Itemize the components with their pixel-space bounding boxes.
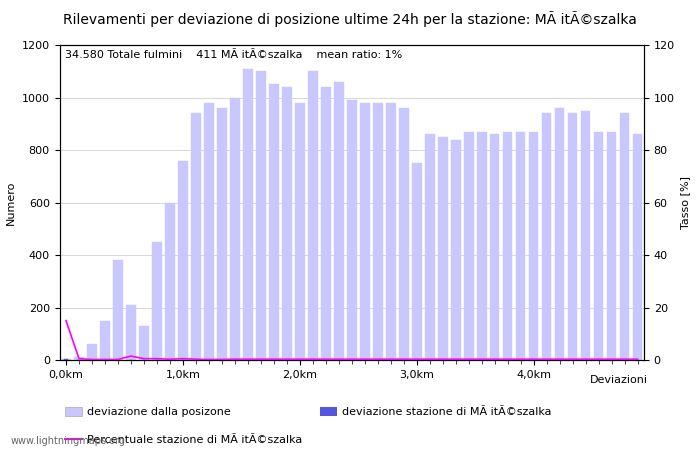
Bar xyxy=(282,87,292,360)
Bar xyxy=(528,131,538,360)
Bar xyxy=(126,305,136,360)
Bar xyxy=(178,161,188,360)
Bar xyxy=(321,87,330,360)
Bar xyxy=(620,113,629,360)
Bar xyxy=(399,108,409,360)
Y-axis label: Tasso [%]: Tasso [%] xyxy=(680,176,690,229)
Bar xyxy=(74,357,84,360)
Bar xyxy=(139,326,149,360)
Text: Rilevamenti per deviazione di posizione ultime 24h per la stazione: MÃ itÃ©szalk: Rilevamenti per deviazione di posizione … xyxy=(63,11,637,27)
Bar xyxy=(308,71,318,360)
Bar xyxy=(217,108,227,360)
Bar xyxy=(503,131,512,360)
Bar xyxy=(230,98,239,360)
Bar xyxy=(594,131,603,360)
Bar xyxy=(87,344,97,360)
Bar xyxy=(100,320,110,360)
Bar xyxy=(152,242,162,360)
Bar xyxy=(334,82,344,360)
Text: www.lightningmaps.org: www.lightningmaps.org xyxy=(10,436,125,446)
Bar xyxy=(542,113,552,360)
Bar xyxy=(191,113,201,360)
Bar xyxy=(516,131,526,360)
Legend: Percentuale stazione di MÃ itÃ©szalka: Percentuale stazione di MÃ itÃ©szalka xyxy=(65,435,302,446)
Bar xyxy=(633,134,643,360)
Bar xyxy=(464,131,473,360)
Bar xyxy=(347,100,356,360)
Bar xyxy=(554,108,564,360)
Bar xyxy=(360,103,370,360)
Text: 34.580 Totale fulmini    411 MÃ itÃ©szalka    mean ratio: 1%: 34.580 Totale fulmini 411 MÃ itÃ©szalka … xyxy=(65,50,402,60)
Bar xyxy=(61,359,71,360)
Bar xyxy=(438,137,447,360)
Bar xyxy=(412,163,421,360)
Bar xyxy=(269,85,279,360)
Bar xyxy=(477,131,486,360)
Bar xyxy=(490,134,500,360)
Text: Deviazioni: Deviazioni xyxy=(589,375,648,385)
Bar xyxy=(165,202,175,360)
Bar xyxy=(451,140,461,360)
Bar xyxy=(425,134,435,360)
Bar xyxy=(386,103,396,360)
Bar xyxy=(568,113,578,360)
Bar xyxy=(113,260,122,360)
Bar xyxy=(373,103,383,360)
Bar xyxy=(295,103,304,360)
Bar xyxy=(256,71,266,360)
Bar xyxy=(581,111,590,360)
Bar xyxy=(204,103,214,360)
Bar xyxy=(607,131,617,360)
Bar xyxy=(243,69,253,360)
Y-axis label: Numero: Numero xyxy=(6,180,16,225)
